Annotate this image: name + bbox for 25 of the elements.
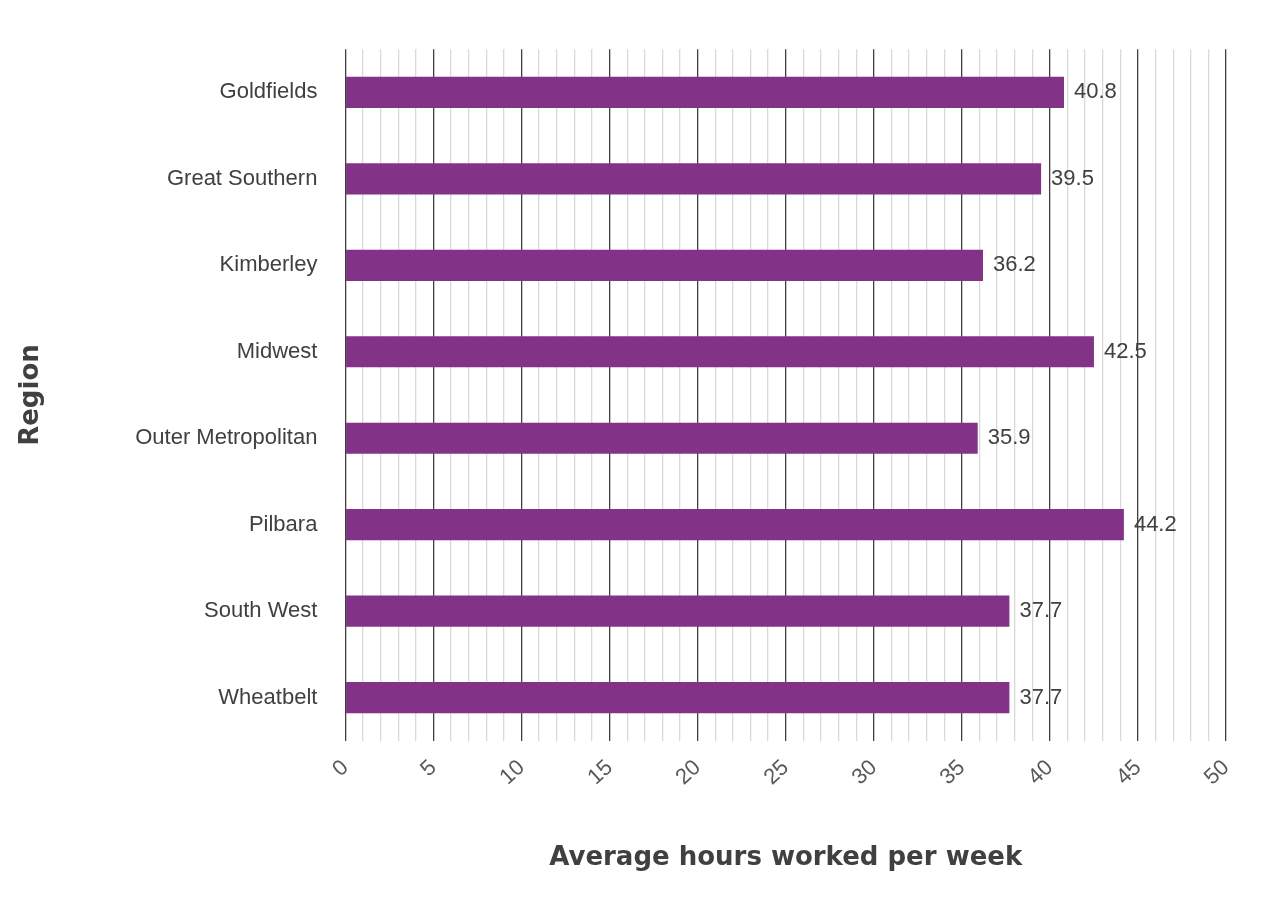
x-tick-label: 10	[494, 754, 530, 790]
data-label: 36.2	[992, 251, 1036, 277]
y-tick-label: Goldfields	[219, 78, 318, 104]
x-axis-title: Average hours worked per week	[549, 841, 1023, 872]
x-tick-label: 45	[1110, 754, 1146, 790]
x-tick-label: 50	[1198, 754, 1234, 790]
data-label: 40.8	[1074, 78, 1117, 104]
y-tick-label: Great Southern	[166, 164, 318, 190]
x-tick-label: 35	[934, 754, 970, 790]
x-tick-label: 25	[758, 754, 794, 790]
y-axis-title: Region	[14, 344, 45, 446]
data-label: 39.5	[1051, 164, 1094, 190]
y-tick-label: Outer Metropolitan	[135, 424, 318, 450]
y-tick-label: South West	[204, 597, 318, 623]
y-tick-label: Midwest	[236, 337, 318, 363]
x-tick-label: 20	[670, 754, 706, 790]
y-tick-label: Kimberley	[219, 251, 318, 277]
data-label: 35.9	[987, 424, 1031, 450]
x-tick-label: 15	[582, 754, 618, 790]
y-tick-label: Pilbara	[248, 510, 319, 536]
x-tick-label: 40	[1022, 754, 1058, 790]
x-tick-label: 30	[846, 754, 882, 790]
y-tick-label: Wheatbelt	[218, 683, 318, 709]
x-tick-label: 0	[326, 754, 353, 781]
x-tick-label: 5	[415, 754, 441, 781]
